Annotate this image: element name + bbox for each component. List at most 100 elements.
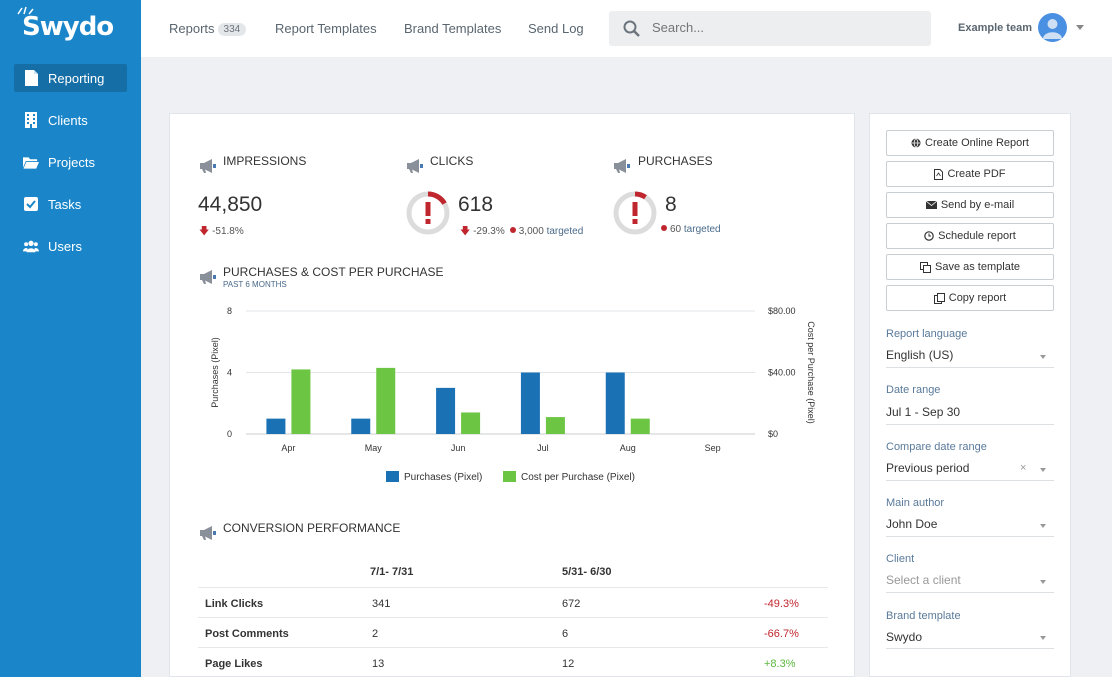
team-name[interactable]: Example team (958, 22, 1032, 34)
legend-entry: Cost per Purchase (Pixel) (521, 472, 635, 483)
y-axis-title: Purchases (Pixel) (210, 337, 220, 408)
sidebar-item-clients[interactable]: Clients (14, 106, 127, 134)
report-card: IMPRESSIONS 44,850 🡇 -51.8% CLICKS 618 🡇… (169, 113, 855, 677)
sidebar-item-users[interactable]: Users (14, 232, 127, 260)
brand-template-select[interactable]: Swydo (886, 630, 923, 644)
divider (886, 536, 1054, 537)
row-value: 2 (372, 628, 379, 640)
megaphone-icon (200, 270, 216, 284)
create-online-report-button[interactable]: Create Online Report (886, 130, 1054, 156)
topbar: Reports 334 Report Templates Brand Templa… (141, 0, 1112, 57)
row-value: 341 (372, 598, 391, 610)
send-by-email-button[interactable]: Send by e-mail (886, 192, 1054, 218)
megaphone-icon (614, 159, 630, 173)
bar-purchases (605, 372, 625, 434)
sidebar-item-projects[interactable]: Projects (14, 148, 127, 176)
sidebar-item-tasks[interactable]: Tasks (14, 190, 127, 218)
megaphone-icon (407, 159, 423, 173)
y-right-axis-title: Cost per Purchase (Pixel) (806, 321, 816, 424)
divider (886, 592, 1054, 593)
y-right-tick-label: $40.00 (768, 368, 796, 378)
report-language-label: Report language (886, 328, 968, 340)
sidebar-item-label: Users (48, 238, 82, 254)
report-language-select[interactable]: English (US) (886, 348, 954, 362)
chevron-down-icon[interactable] (1040, 355, 1046, 359)
conversion-title: CONVERSION PERFORMANCE (223, 521, 401, 535)
clicks-target-value: 3,000 (518, 226, 544, 237)
nav-reports-label: Reports (169, 21, 215, 36)
megaphone-icon (200, 526, 216, 540)
sidebar: Swydo Reporting Clients Projects Tasks U… (0, 0, 141, 677)
clicks-target-label: targeted (546, 226, 584, 237)
account-chevron-down-icon[interactable] (1076, 25, 1084, 30)
row-change: -66.7% (764, 628, 799, 640)
search-box (609, 11, 931, 46)
button-label: Schedule report (938, 230, 1016, 242)
copy-icon (920, 261, 931, 273)
bar-cost-per-purchase (461, 412, 481, 434)
arrow-down-icon: 🡇 (460, 226, 471, 237)
nav-brand-templates[interactable]: Brand Templates (404, 21, 502, 36)
sidebar-item-label: Projects (48, 154, 95, 170)
y-right-tick-label: $80.00 (768, 306, 796, 316)
main-author-label: Main author (886, 497, 945, 509)
row-change: -49.3% (764, 598, 799, 610)
avatar[interactable] (1038, 13, 1067, 42)
button-label: Save as template (935, 261, 1020, 273)
chart-subtitle: PAST 6 MONTHS (223, 280, 287, 289)
bar-purchases (520, 372, 540, 434)
y-tick-label: 0 (227, 429, 232, 439)
arrow-down-icon: 🡇 (199, 226, 210, 237)
row-value: 6 (562, 628, 569, 640)
reports-count-badge: 334 (217, 23, 247, 36)
nav-report-templates[interactable]: Report Templates (275, 21, 377, 36)
clock-icon (924, 231, 934, 241)
client-select[interactable]: Select a client (886, 573, 961, 587)
purchases-chart: 0 $0 4 $40.00 8 $80.00 Purchases (Pixel) Cost p… (210, 306, 816, 483)
save-as-template-button[interactable]: Save as template (886, 254, 1054, 280)
chevron-down-icon[interactable] (1040, 524, 1046, 528)
y-right-tick-label: $0 (768, 429, 778, 439)
clear-icon[interactable]: × (1020, 462, 1027, 474)
clicks-target-gauge (406, 191, 450, 235)
impressions-delta-value: -51.8% (212, 226, 244, 237)
sidebar-item-reporting[interactable]: Reporting (14, 64, 127, 92)
nav-reports[interactable]: Reports 334 (169, 21, 247, 36)
schedule-report-button[interactable]: Schedule report (886, 223, 1054, 249)
legend-swatch (503, 471, 516, 482)
main-author-select[interactable]: John Doe (886, 517, 938, 531)
button-label: Create PDF (947, 168, 1006, 180)
column-header: 7/1- 7/31 (370, 566, 414, 578)
date-range-field[interactable]: Jul 1 - Sep 30 (886, 405, 961, 419)
logo[interactable]: Swydo (22, 12, 114, 42)
megaphone-icon (200, 159, 216, 173)
folder-icon (23, 154, 39, 170)
clicks-delta-value: -29.3% (473, 226, 505, 237)
divider (886, 424, 1054, 425)
x-tick-label: Apr (281, 443, 295, 453)
impressions-value: 44,850 (198, 193, 263, 216)
bar-purchases (436, 387, 456, 434)
divider (886, 367, 1054, 368)
divider (886, 480, 1054, 481)
report-settings-panel: Create Online Report Create PDF Send by … (869, 113, 1071, 677)
logo-spark-icon (17, 6, 34, 15)
button-label: Send by e-mail (940, 199, 1015, 211)
chevron-down-icon[interactable] (1040, 636, 1046, 640)
row-label: Link Clicks (205, 598, 264, 610)
purchases-target-label: targeted (683, 224, 721, 235)
copy-report-button[interactable]: Copy report (886, 285, 1054, 311)
create-pdf-button[interactable]: Create PDF (886, 161, 1054, 187)
compare-date-range-select[interactable]: Previous period (886, 461, 970, 475)
target-dot-icon (509, 227, 516, 233)
chevron-down-icon[interactable] (1040, 580, 1046, 584)
user-icon (1043, 19, 1062, 39)
purchases-target: 60 targeted (661, 224, 721, 235)
chevron-down-icon[interactable] (1040, 468, 1046, 472)
nav-send-log[interactable]: Send Log (528, 21, 584, 36)
envelope-icon (925, 201, 937, 209)
globe-icon (911, 138, 921, 148)
chart-title: PURCHASES & COST PER PURCHASE (223, 265, 444, 279)
search-input[interactable] (652, 20, 912, 35)
clicks-value: 618 (458, 193, 494, 216)
